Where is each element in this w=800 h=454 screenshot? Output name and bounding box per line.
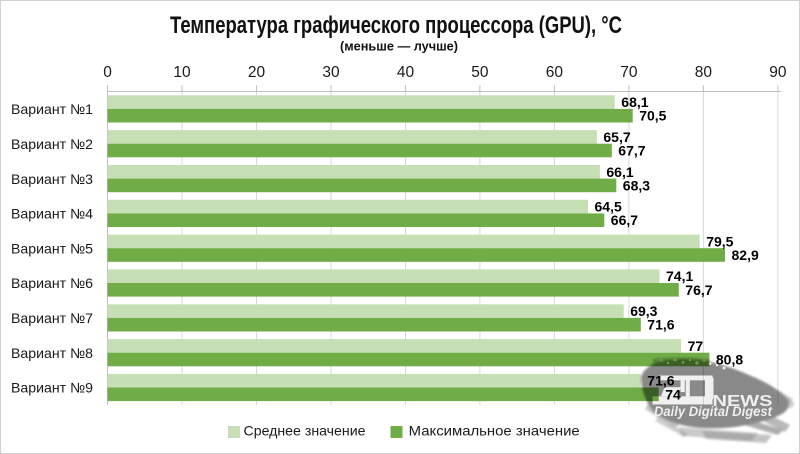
- svg-text:60: 60: [546, 64, 564, 81]
- svg-text:90: 90: [769, 64, 787, 81]
- svg-text:76,7: 76,7: [685, 282, 712, 298]
- svg-text:Вариант №1: Вариант №1: [11, 101, 93, 117]
- svg-text:10: 10: [173, 64, 191, 81]
- svg-text:30: 30: [322, 64, 340, 81]
- svg-text:74: 74: [665, 386, 681, 402]
- svg-text:77: 77: [688, 338, 704, 354]
- svg-text:70,5: 70,5: [639, 108, 666, 124]
- svg-text:Температура графического проце: Температура графического процессора (GPU…: [170, 12, 622, 39]
- svg-text:(меньше — лучше): (меньше — лучше): [340, 38, 458, 53]
- svg-text:Вариант №6: Вариант №6: [11, 275, 93, 291]
- svg-text:70: 70: [620, 64, 638, 81]
- svg-text:Среднее значение: Среднее значение: [244, 423, 366, 439]
- svg-text:67,7: 67,7: [618, 143, 645, 159]
- svg-text:68,3: 68,3: [623, 177, 650, 193]
- svg-text:Максимальное значение: Максимальное значение: [409, 423, 580, 439]
- svg-text:20: 20: [248, 64, 266, 81]
- svg-text:Вариант №3: Вариант №3: [11, 171, 93, 187]
- svg-text:Вариант №7: Вариант №7: [11, 310, 93, 326]
- svg-text:69,3: 69,3: [630, 303, 657, 319]
- svg-text:74,1: 74,1: [666, 268, 693, 284]
- svg-text:66,1: 66,1: [606, 164, 633, 180]
- svg-text:Вариант №2: Вариант №2: [11, 136, 93, 152]
- svg-text:65,7: 65,7: [603, 129, 630, 145]
- svg-text:64,5: 64,5: [595, 199, 622, 215]
- svg-text:66,7: 66,7: [611, 212, 638, 228]
- svg-text:Вариант №8: Вариант №8: [11, 345, 93, 361]
- svg-text:Вариант №9: Вариант №9: [11, 380, 93, 396]
- svg-text:Вариант №4: Вариант №4: [11, 206, 93, 222]
- svg-text:50: 50: [471, 64, 489, 81]
- svg-text:80,8: 80,8: [716, 352, 743, 368]
- svg-text:80: 80: [695, 64, 713, 81]
- svg-text:71,6: 71,6: [647, 317, 674, 333]
- svg-text:82,9: 82,9: [732, 247, 759, 263]
- svg-text:0: 0: [103, 64, 112, 81]
- svg-text:Вариант №5: Вариант №5: [11, 240, 93, 256]
- svg-text:40: 40: [397, 64, 415, 81]
- svg-text:79,5: 79,5: [706, 233, 733, 249]
- svg-text:71,6: 71,6: [647, 373, 674, 389]
- svg-text:68,1: 68,1: [621, 94, 648, 110]
